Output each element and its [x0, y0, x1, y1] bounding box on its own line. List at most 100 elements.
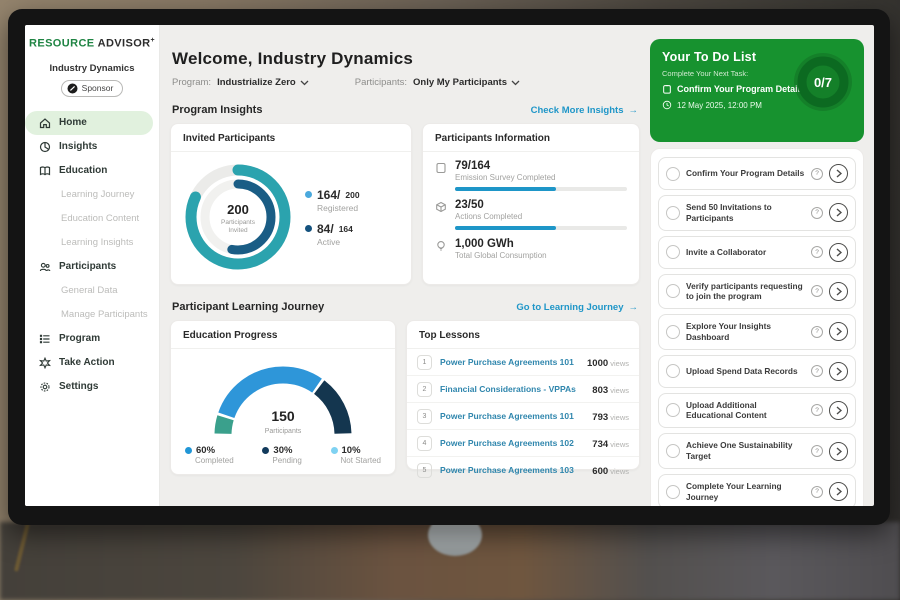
- question-icon: ?: [811, 206, 823, 219]
- chevron-down-icon: [511, 80, 520, 85]
- task-checkbox[interactable]: [666, 484, 680, 499]
- task-checkbox[interactable]: [666, 403, 680, 418]
- question-icon: ?: [811, 285, 823, 298]
- chevron-down-icon: [300, 80, 309, 85]
- sidebar-item-settings[interactable]: Settings: [25, 375, 159, 399]
- check-more-insights-link[interactable]: Check More Insights →: [530, 104, 639, 116]
- page-title: Welcome, Industry Dynamics: [172, 49, 414, 68]
- sidebar-item-manage-participants[interactable]: Manage Participants: [61, 309, 148, 321]
- invited-participants-donut-chart: 200 Participants Invited: [185, 164, 291, 270]
- lesson-link[interactable]: Power Purchase Agreements 102: [440, 438, 574, 448]
- sidebar-item-education[interactable]: Education: [25, 159, 159, 183]
- task-row[interactable]: Invite a Collaborator ?: [658, 235, 856, 269]
- chevron-right-button[interactable]: [829, 203, 848, 223]
- invited-participants-card: Invited Participants 200 Participants In…: [170, 123, 412, 285]
- participants-information-card: Participants Information 79/164 Emission…: [422, 123, 640, 285]
- svg-text:200: 200: [227, 202, 249, 217]
- question-icon: ?: [811, 246, 823, 259]
- todo-tasks-card: Confirm Your Program Details ? Send 50 I…: [650, 148, 864, 506]
- task-checkbox[interactable]: [666, 324, 680, 339]
- arrow-right-icon: →: [628, 104, 639, 116]
- question-icon: ?: [811, 485, 823, 498]
- participants-icon: [39, 262, 51, 271]
- participants-filter-select[interactable]: Only My Participants: [413, 77, 520, 88]
- task-checkbox[interactable]: [666, 364, 680, 379]
- lesson-row: 5 Power Purchase Agreements 103 600 view…: [407, 457, 639, 483]
- sidebar-item-participants[interactable]: Participants: [25, 255, 159, 279]
- take-action-icon: [39, 356, 51, 369]
- sidebar-nav: Home Insights Education Learning Journey…: [25, 110, 159, 399]
- home-icon: [39, 117, 51, 128]
- survey-icon: [436, 162, 446, 174]
- arrow-right-icon: →: [628, 301, 639, 313]
- svg-text:150: 150: [271, 408, 295, 424]
- sidebar-item-insights[interactable]: Insights: [25, 135, 159, 159]
- learning-journey-title: Participant Learning Journey: [172, 301, 325, 313]
- task-checkbox[interactable]: [666, 284, 680, 299]
- chevron-right-button[interactable]: [829, 482, 848, 502]
- svg-text:Invited: Invited: [228, 227, 248, 234]
- lesson-link[interactable]: Power Purchase Agreements 101: [440, 411, 574, 421]
- legend-dot: [330, 447, 338, 454]
- question-icon: ?: [811, 325, 823, 338]
- program-filter-select[interactable]: Industrialize Zero: [217, 77, 309, 88]
- task-row[interactable]: Verify participants requesting to join t…: [658, 273, 856, 310]
- sidebar: RESOURCE ADVISOR+ Industry Dynamics Spon…: [25, 25, 160, 506]
- todo-progress-ring: 0/7: [794, 53, 852, 111]
- task-checkbox[interactable]: [666, 444, 680, 459]
- task-row[interactable]: Explore Your Insights Dashboard ?: [658, 314, 856, 350]
- lesson-row: 2 Financial Considerations - VPPAs 803 v…: [407, 376, 639, 403]
- sidebar-item-learning-insights[interactable]: Learning Insights: [61, 237, 134, 249]
- actions-cube-icon: [436, 201, 446, 213]
- chevron-right-button[interactable]: [829, 281, 848, 301]
- sidebar-item-education-content[interactable]: Education Content: [61, 213, 140, 225]
- sidebar-item-general-data[interactable]: General Data: [61, 285, 118, 297]
- clock-icon: [662, 100, 672, 110]
- question-icon: ?: [811, 404, 823, 417]
- lesson-row: 1 Power Purchase Agreements 101 1000 vie…: [407, 349, 639, 376]
- task-row[interactable]: Complete Your Learning Journey ?: [658, 473, 856, 506]
- participants-filter-label: Participants:: [354, 77, 408, 88]
- svg-text:0/7: 0/7: [814, 75, 832, 90]
- main-content: Welcome, Industry Dynamics Program: Indu…: [160, 25, 650, 506]
- lesson-link[interactable]: Financial Considerations - VPPAs: [440, 384, 576, 394]
- chevron-right-button[interactable]: [829, 242, 848, 262]
- task-row[interactable]: Upload Spend Data Records ?: [658, 354, 856, 388]
- legend-dot: [305, 191, 312, 198]
- education-icon: [39, 166, 51, 176]
- task-row[interactable]: Upload Additional Educational Content ?: [658, 392, 856, 429]
- task-row[interactable]: Confirm Your Program Details ?: [658, 157, 856, 190]
- sponsor-badge: Sponsor: [60, 79, 124, 97]
- chevron-right-button[interactable]: [829, 361, 848, 381]
- sidebar-item-take-action[interactable]: Take Action: [25, 351, 159, 375]
- question-icon: ?: [811, 445, 823, 458]
- settings-icon: [40, 382, 50, 392]
- svg-text:Participants: Participants: [221, 219, 256, 226]
- legend-active: 84/164 Active: [305, 222, 360, 247]
- go-to-learning-journey-link[interactable]: Go to Learning Journey →: [516, 301, 639, 313]
- lesson-link[interactable]: Power Purchase Agreements 103: [440, 465, 574, 475]
- legend-registered: 164/200 Registered: [305, 188, 360, 213]
- lesson-link[interactable]: Power Purchase Agreements 101: [440, 357, 574, 367]
- chevron-right-button[interactable]: [829, 164, 848, 183]
- legend-dot: [262, 447, 270, 454]
- task-checkbox[interactable]: [666, 245, 680, 260]
- legend-dot: [305, 225, 312, 232]
- question-icon: ?: [811, 365, 823, 378]
- lesson-row: 3 Power Purchase Agreements 101 793 view…: [407, 403, 639, 430]
- chevron-right-button[interactable]: [829, 322, 848, 342]
- sidebar-item-home[interactable]: Home: [25, 110, 153, 135]
- task-row[interactable]: Achieve One Sustainability Target ?: [658, 433, 856, 469]
- sidebar-item-learning-journey[interactable]: Learning Journey: [61, 189, 135, 201]
- task-checkbox[interactable]: [666, 166, 680, 181]
- education-progress-gauge-chart: 150 Participants: [214, 366, 352, 436]
- insights-icon: [39, 141, 51, 152]
- chevron-right-button[interactable]: [829, 400, 848, 420]
- todo-column: Your To Do List Complete Your Next Task:…: [650, 25, 874, 506]
- task-row[interactable]: Send 50 Invitations to Participants ?: [658, 195, 856, 231]
- task-checkbox[interactable]: [666, 205, 680, 220]
- sidebar-item-program[interactable]: Program: [25, 327, 159, 351]
- chevron-right-button[interactable]: [829, 441, 848, 461]
- dashboard-screen: RESOURCE ADVISOR+ Industry Dynamics Spon…: [25, 25, 874, 506]
- svg-text:Participants: Participants: [265, 428, 302, 435]
